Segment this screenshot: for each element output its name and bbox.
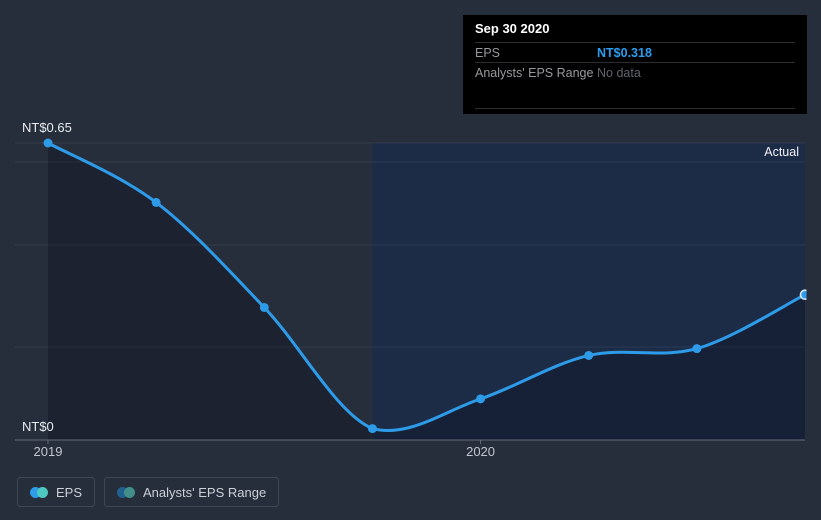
tooltip-eps-range-row: Analysts' EPS Range No data xyxy=(475,62,795,82)
actual-region-label: Actual xyxy=(764,145,799,159)
highlighted-data-point[interactable] xyxy=(799,289,810,300)
legend-item-eps[interactable]: EPS xyxy=(17,477,96,507)
tooltip-eps-label: EPS xyxy=(475,45,501,60)
tooltip-date: Sep 30 2020 xyxy=(475,21,550,36)
x-axis-label-2020: 2020 xyxy=(466,444,496,459)
tooltip-eps-range-value: No data xyxy=(597,65,641,80)
data-point-marker[interactable] xyxy=(692,344,702,354)
eps-area-fill xyxy=(48,143,805,440)
tooltip-eps-range-label: Analysts' EPS Range xyxy=(475,65,594,80)
y-axis-label-zero: NT$0 xyxy=(22,419,54,434)
data-point-marker[interactable] xyxy=(151,197,161,207)
analysts-eps-range-series-icon xyxy=(117,486,136,498)
eps-series-icon xyxy=(30,486,48,498)
tooltip-eps-row: EPS NT$0.318 xyxy=(475,42,795,62)
data-point-marker[interactable] xyxy=(476,394,486,404)
legend-item-analysts-eps-range[interactable]: Analysts' EPS Range xyxy=(104,477,280,507)
actual-region xyxy=(372,143,805,440)
data-point-marker[interactable] xyxy=(259,302,269,312)
tooltip-eps-value: NT$0.318 xyxy=(597,45,652,60)
chart-tooltip: Sep 30 2020 EPS NT$0.318 Analysts' EPS R… xyxy=(463,15,807,114)
legend-label-eps: EPS xyxy=(56,484,83,500)
chart-legend: EPS Analysts' EPS Range xyxy=(17,477,280,507)
legend-label-analysts-eps-range: Analysts' EPS Range xyxy=(143,484,267,500)
data-point-marker[interactable] xyxy=(43,138,53,148)
eps-line xyxy=(46,141,807,432)
data-point-marker[interactable] xyxy=(584,350,594,360)
y-axis-label-max: NT$0.65 xyxy=(22,120,72,135)
x-axis-label-2019: 2019 xyxy=(33,444,63,459)
data-point-marker[interactable] xyxy=(367,424,377,434)
